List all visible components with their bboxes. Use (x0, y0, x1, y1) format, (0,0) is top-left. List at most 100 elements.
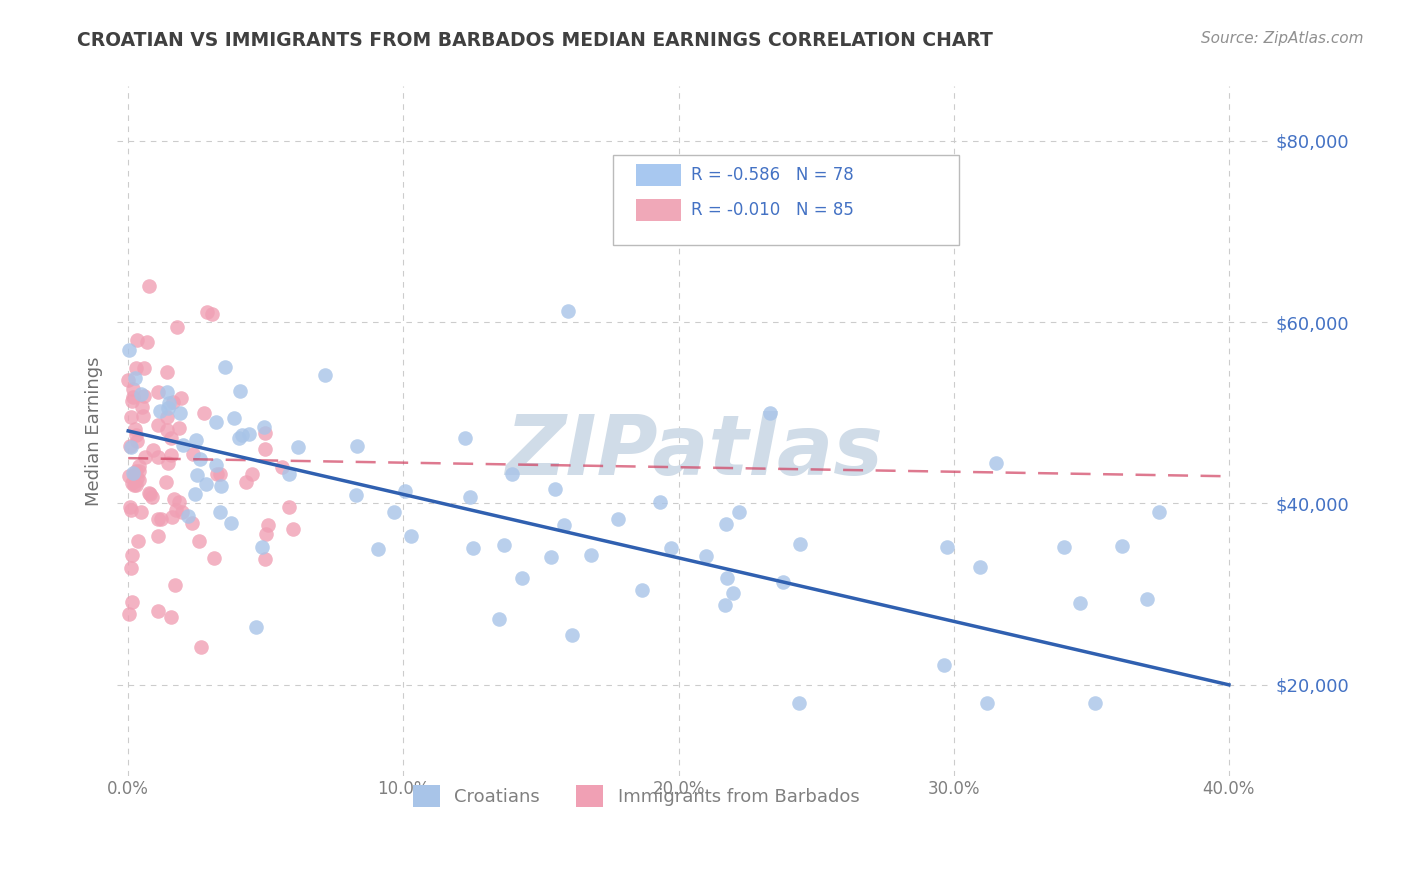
Point (156, 423, 179, 437)
Point (205, 467, 228, 481)
Point (1053, 541, 1076, 555)
Point (631, 583, 654, 598)
Point (254, 552, 277, 566)
Point (132, 389, 155, 403)
Point (184, 487, 207, 501)
Point (120, 439, 142, 453)
Point (146, 450, 169, 465)
Point (231, 428, 253, 442)
Point (512, 571, 534, 585)
Point (160, 448, 183, 462)
Point (253, 420, 276, 434)
Point (121, 393, 143, 408)
Point (157, 401, 180, 415)
Point (969, 560, 991, 574)
Point (648, 494, 671, 508)
Point (208, 505, 231, 519)
Point (118, 343, 141, 357)
Point (758, 406, 780, 420)
Point (155, 410, 177, 425)
Point (314, 368, 336, 382)
Point (723, 586, 745, 600)
Point (235, 475, 257, 489)
Point (128, 464, 150, 478)
Point (170, 391, 193, 405)
Point (121, 595, 143, 609)
Point (399, 529, 422, 543)
Point (984, 457, 1007, 471)
Point (659, 541, 682, 556)
Point (283, 522, 305, 536)
Point (716, 571, 738, 585)
Point (148, 604, 170, 618)
Point (146, 512, 169, 526)
Point (156, 456, 179, 470)
Point (257, 517, 280, 532)
Point (201, 307, 224, 321)
Point (540, 549, 562, 564)
Point (139, 487, 162, 501)
Point (160, 609, 183, 624)
Point (543, 482, 565, 496)
Point (553, 518, 575, 533)
Point (172, 438, 194, 452)
Point (238, 426, 260, 441)
Point (146, 528, 169, 542)
Point (1147, 505, 1170, 519)
Point (127, 534, 149, 549)
Point (454, 431, 477, 445)
Point (181, 447, 204, 461)
Point (146, 384, 169, 399)
Point (1136, 592, 1159, 607)
Point (772, 575, 794, 590)
Point (169, 406, 191, 420)
Point (121, 466, 143, 480)
Point (129, 386, 152, 401)
Point (125, 471, 148, 485)
Point (579, 549, 602, 563)
Point (787, 696, 810, 710)
FancyBboxPatch shape (636, 199, 681, 220)
Point (160, 431, 183, 445)
Point (120, 500, 142, 514)
Point (344, 488, 367, 502)
Point (204, 415, 226, 429)
Point (219, 516, 242, 531)
Point (187, 533, 209, 548)
Point (160, 509, 183, 524)
Point (138, 485, 160, 500)
Y-axis label: Median Earnings: Median Earnings (86, 356, 103, 506)
Point (240, 467, 263, 482)
Point (124, 422, 146, 436)
Point (132, 409, 155, 424)
Point (142, 443, 165, 458)
Point (170, 505, 193, 519)
Point (458, 491, 481, 505)
Point (120, 561, 142, 575)
Point (149, 404, 172, 418)
Point (122, 477, 145, 491)
Point (125, 478, 148, 492)
Point (128, 473, 150, 487)
Point (250, 540, 273, 554)
Legend: Croatians, Immigrants from Barbados: Croatians, Immigrants from Barbados (405, 778, 866, 814)
Point (488, 612, 510, 626)
Point (135, 334, 157, 349)
Point (254, 527, 277, 541)
Point (1084, 696, 1107, 710)
Text: Source: ZipAtlas.com: Source: ZipAtlas.com (1201, 31, 1364, 46)
Point (125, 464, 148, 478)
Point (287, 440, 309, 454)
Point (190, 640, 212, 655)
Text: R = -0.010   N = 85: R = -0.010 N = 85 (692, 201, 855, 219)
Point (932, 658, 955, 673)
Point (125, 333, 148, 347)
Point (134, 450, 156, 464)
Point (167, 494, 190, 508)
Point (253, 442, 276, 456)
Point (382, 505, 405, 519)
Point (186, 433, 208, 447)
Point (125, 361, 148, 376)
Point (727, 505, 749, 519)
Point (695, 549, 717, 563)
